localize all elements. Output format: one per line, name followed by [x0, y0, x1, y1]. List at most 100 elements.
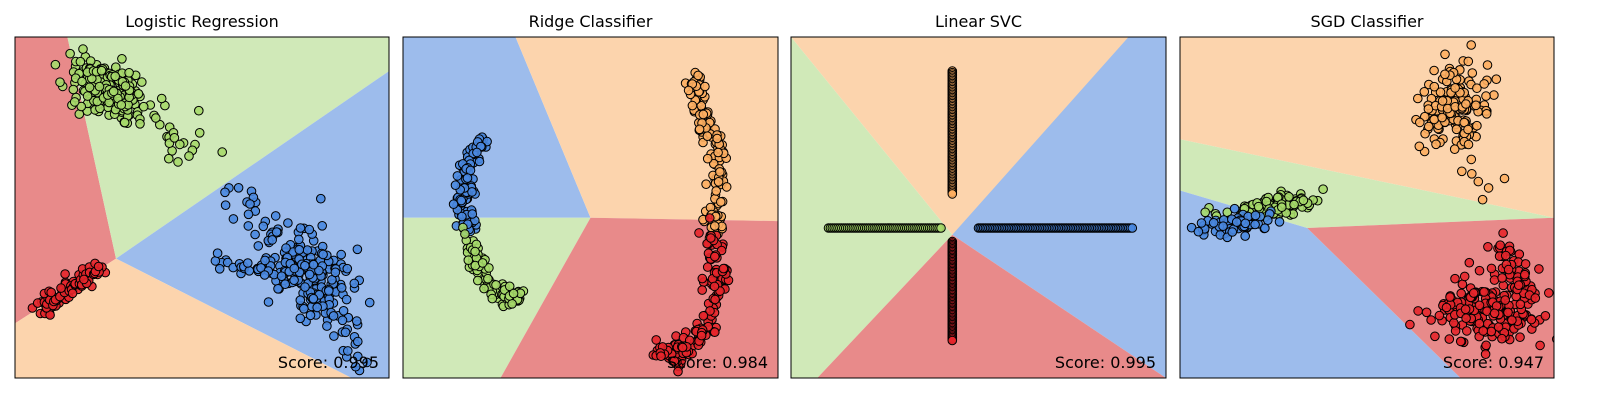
data-point	[96, 65, 107, 76]
data-point	[715, 167, 725, 177]
data-point	[289, 275, 299, 286]
data-point	[452, 171, 463, 181]
data-point	[697, 285, 708, 295]
data-point	[698, 311, 709, 321]
data-point	[1534, 264, 1544, 274]
data-point	[712, 133, 723, 144]
data-point	[119, 117, 130, 128]
data-point	[1486, 326, 1497, 337]
data-point	[1240, 218, 1251, 229]
data-point	[294, 234, 304, 245]
data-point	[253, 241, 264, 251]
data-point	[337, 315, 348, 326]
data-point	[705, 213, 715, 223]
data-point	[76, 101, 87, 112]
data-point	[669, 356, 680, 366]
data-point	[138, 101, 149, 112]
data-point	[1405, 319, 1415, 330]
data-point	[1468, 288, 1479, 298]
data-point	[1429, 114, 1439, 125]
data-point	[713, 147, 723, 158]
data-point	[338, 306, 349, 316]
data-point	[1482, 60, 1493, 70]
data-point	[267, 235, 278, 245]
data-point	[1231, 217, 1242, 227]
data-point	[701, 179, 711, 189]
data-point	[316, 193, 326, 204]
data-point	[1499, 173, 1510, 184]
series-blue	[210, 183, 375, 376]
data-point	[173, 157, 183, 167]
data-point	[710, 294, 720, 305]
data-point	[1526, 314, 1537, 325]
data-point	[270, 211, 281, 221]
data-point	[46, 287, 57, 298]
data-point	[350, 361, 361, 372]
data-point	[462, 173, 473, 183]
data-point	[1515, 332, 1525, 343]
series-red	[947, 236, 958, 346]
data-point	[472, 147, 482, 158]
data-point	[1479, 287, 1489, 297]
data-point	[1127, 223, 1138, 233]
data-point	[1461, 313, 1471, 324]
data-point	[487, 293, 498, 304]
data-point	[1481, 340, 1491, 351]
data-point	[702, 153, 713, 164]
data-point	[713, 177, 724, 187]
data-point	[1413, 93, 1423, 104]
data-point	[1478, 326, 1488, 336]
data-point	[364, 297, 375, 308]
data-point	[1218, 221, 1228, 231]
data-point	[1520, 269, 1530, 280]
series-red	[648, 213, 734, 377]
data-point	[164, 153, 174, 164]
data-point	[110, 71, 120, 82]
data-point	[151, 113, 161, 123]
data-point	[1445, 292, 1455, 302]
data-point	[1435, 87, 1446, 97]
data-point	[250, 229, 260, 240]
data-point	[1459, 271, 1470, 282]
data-point	[479, 283, 489, 294]
data-point	[1450, 326, 1461, 336]
data-point	[1486, 263, 1497, 274]
data-point	[308, 293, 319, 304]
data-point	[116, 100, 127, 110]
data-point	[1456, 288, 1466, 299]
data-point	[1449, 144, 1460, 154]
data-point	[1471, 100, 1481, 111]
data-point	[1477, 194, 1488, 205]
data-point	[507, 299, 517, 309]
data-point	[1284, 192, 1294, 202]
panel-2: Ridge Classifier Score: 0.984	[402, 12, 779, 379]
data-point	[504, 281, 515, 292]
data-point	[82, 91, 93, 101]
data-point	[1229, 203, 1240, 214]
data-point	[79, 274, 89, 285]
series-red	[1405, 228, 1554, 360]
data-point	[483, 273, 493, 284]
data-point	[694, 124, 705, 135]
data-point	[55, 77, 65, 87]
data-point	[1318, 184, 1328, 194]
data-point	[289, 263, 300, 274]
data-point	[300, 282, 310, 292]
data-point	[324, 286, 334, 296]
decision-region-blue	[952, 37, 1166, 378]
data-point	[220, 200, 231, 210]
data-point	[308, 259, 319, 270]
data-point	[1415, 117, 1425, 128]
decision-region-green	[791, 37, 953, 378]
data-point	[470, 246, 480, 257]
data-point	[477, 258, 488, 268]
data-point	[329, 331, 339, 341]
data-point	[295, 295, 306, 306]
data-point	[1472, 120, 1482, 131]
data-point	[353, 336, 363, 347]
data-point	[1423, 104, 1434, 114]
data-point	[233, 183, 244, 193]
data-point	[271, 227, 282, 237]
data-point	[721, 182, 732, 192]
